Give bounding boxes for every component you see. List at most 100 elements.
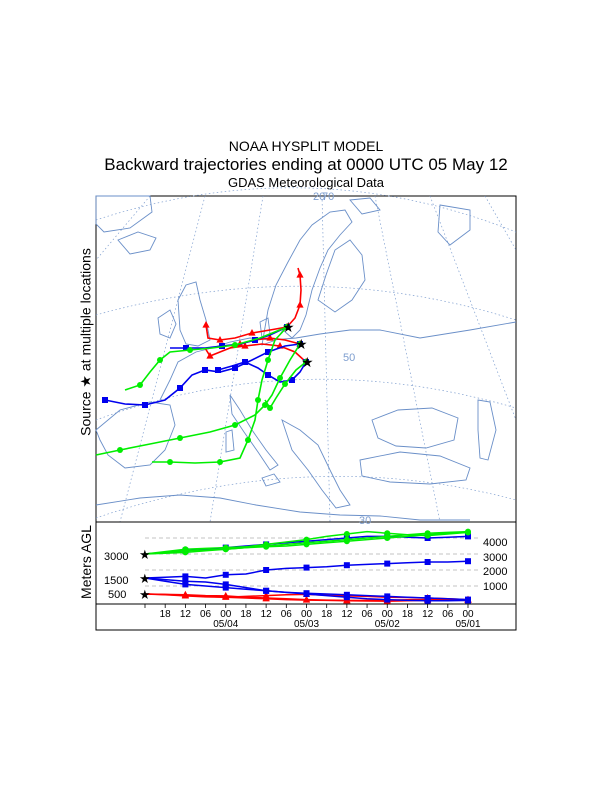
trajectory-marker: [232, 365, 238, 371]
trajectory-marker: [262, 591, 270, 599]
trajectory-marker: [303, 536, 310, 543]
map-grid-line: [95, 195, 151, 261]
trajectory-marker: [241, 342, 249, 349]
trajectory-marker: [465, 596, 471, 603]
trajectory-marker: [384, 593, 391, 600]
trajectory-marker: [182, 573, 189, 580]
trajectory-marker: [424, 595, 431, 601]
trajectory: [102, 341, 303, 408]
date-tick-label: 05/04: [213, 619, 239, 630]
trajectory-marker: [222, 584, 229, 591]
coastline: [371, 407, 459, 449]
right-tick-2000: 2000: [483, 566, 508, 578]
grid-label-30: 30: [359, 515, 372, 527]
trajectory-marker: [303, 564, 310, 571]
coastline: [157, 309, 177, 339]
coastline: [349, 197, 381, 215]
trajectory-marker: [384, 596, 391, 603]
start-level-1500: 1500: [104, 575, 129, 587]
height-series: [144, 528, 472, 604]
right-tick-1000: 1000: [483, 581, 508, 593]
coastline: [159, 321, 517, 401]
right-tick-4000: 4000: [483, 537, 508, 549]
trajectory-line: [205, 324, 288, 341]
source-label: Source: [77, 391, 94, 436]
trajectory-marker: [182, 578, 189, 585]
map-coastlines: [95, 195, 517, 521]
trajectory-marker: [157, 357, 163, 363]
map-grid-line: [95, 187, 517, 233]
trajectory-marker: [255, 397, 261, 403]
trajectory-marker: [177, 385, 183, 391]
trajectory-marker: [177, 435, 183, 441]
trajectory-marker: [202, 367, 208, 373]
start-star-icon: ★: [139, 572, 151, 587]
coastline: [225, 429, 235, 453]
trajectory-line: [124, 326, 288, 391]
trajectory-marker: [217, 459, 223, 465]
trajectory-marker: [222, 571, 229, 578]
hour-tick-label: 00: [462, 609, 474, 620]
trajectory: [264, 359, 309, 411]
trajectory-marker: [167, 459, 173, 465]
trajectory-marker: [265, 357, 271, 363]
trajectory-marker: [343, 538, 350, 545]
trajectory-marker: [343, 531, 350, 537]
start-star-icon: ★: [139, 548, 151, 563]
height-gridlines: [144, 537, 478, 608]
trajectory-marker: [137, 382, 143, 388]
coastline: [261, 473, 281, 487]
trajectory-marker: [296, 271, 304, 278]
trajectory: [95, 341, 303, 456]
trajectory-marker: [384, 560, 391, 567]
grid-label-20: 20: [313, 191, 326, 203]
coastline: [177, 281, 211, 347]
grid-label-50: 50: [343, 352, 356, 364]
coastline: [359, 451, 471, 485]
map-grid-line: [95, 476, 517, 519]
hour-tick-label: 00: [381, 609, 393, 620]
trajectory-marker: [222, 544, 229, 551]
hour-tick-label: 06: [200, 609, 212, 620]
trajectory-marker: [102, 397, 108, 403]
trajectory-marker: [265, 372, 271, 378]
height-series: [144, 577, 471, 603]
source-star-icon: ★: [77, 375, 94, 388]
time-axis-frame: [95, 603, 517, 631]
date-tick-label: 05/02: [374, 619, 400, 630]
start-level-3000: 3000: [104, 551, 129, 563]
trajectory-marker: [263, 587, 270, 594]
right-tick-3000: 3000: [483, 552, 508, 564]
start-star-icon: ★: [139, 588, 151, 603]
trajectory-marker: [183, 345, 189, 351]
coastline: [281, 419, 351, 509]
source-axis-label: Source ★ at multiple locations: [78, 248, 95, 436]
trajectory-marker: [296, 301, 304, 308]
trajectory-marker: [424, 532, 431, 539]
trajectory-marker: [263, 541, 270, 548]
coastline: [261, 209, 353, 346]
trajectory-marker: [266, 334, 274, 341]
trajectory-marker: [282, 381, 288, 387]
trajectory-marker: [384, 530, 391, 537]
hour-tick-label: 18: [159, 609, 171, 620]
trajectory-marker: [289, 377, 295, 383]
trajectory-marker: [206, 352, 214, 359]
hour-tick-label: 18: [321, 609, 333, 620]
trajectory-marker: [242, 359, 248, 365]
chart-title: Backward trajectories ending at 0000 UTC…: [104, 155, 508, 174]
coastline: [477, 399, 497, 461]
trajectory-marker: [265, 349, 271, 355]
trajectory-marker: [216, 336, 224, 343]
source-star-icon: ★: [295, 337, 308, 353]
trajectory-line: [95, 343, 301, 456]
date-tick-label: 05/03: [293, 619, 320, 630]
trajectory-marker: [202, 321, 210, 328]
trajectory-marker: [343, 591, 350, 598]
map-grid-line: [209, 195, 264, 523]
map-grid-line: [374, 195, 441, 523]
map-grid-line: [95, 378, 517, 421]
trajectory-marker: [465, 529, 471, 536]
trajectory-marker: [303, 590, 310, 597]
